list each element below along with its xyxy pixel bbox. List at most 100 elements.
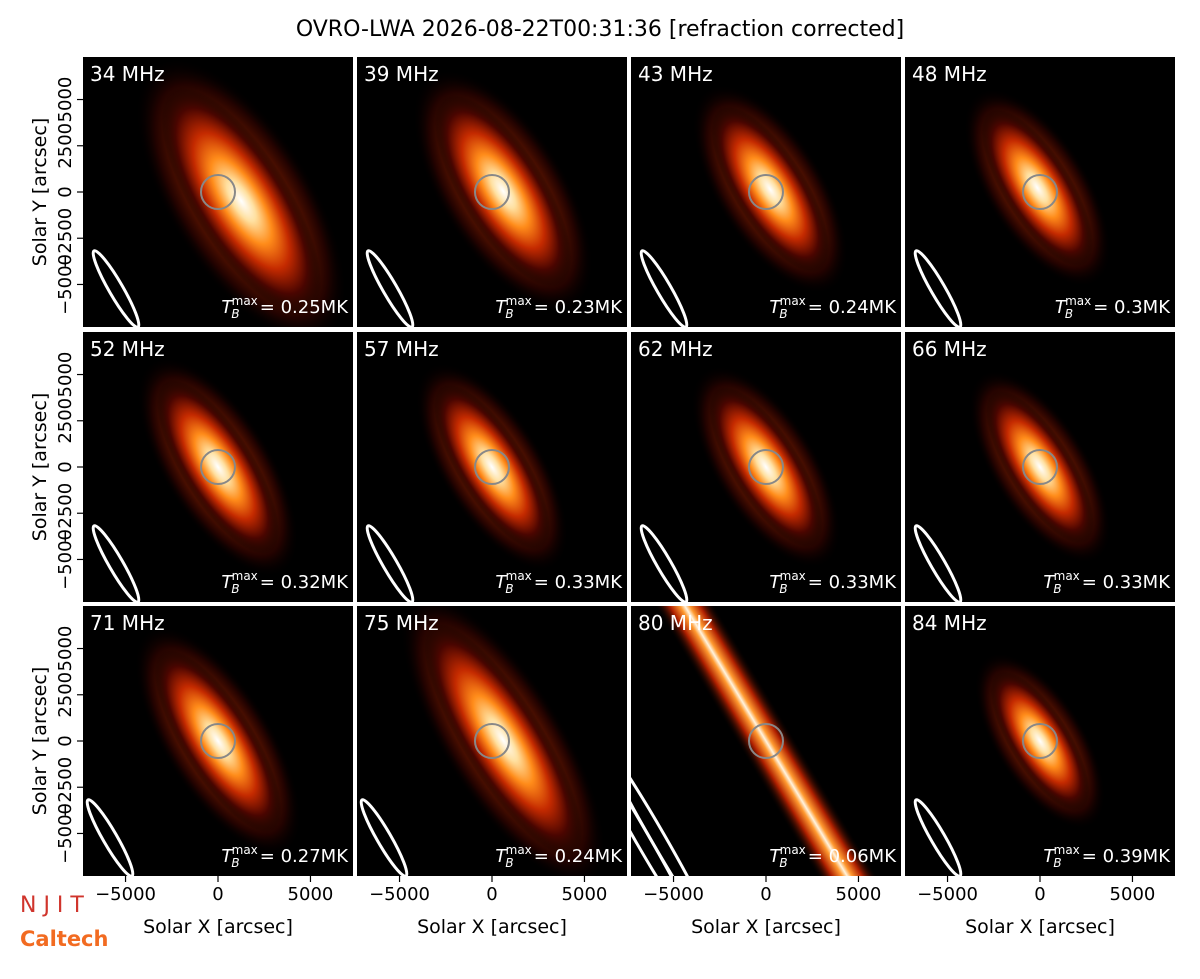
tb-symbol: T [221, 297, 234, 318]
tb-value: = 0.33MK [1082, 572, 1171, 593]
tb-value: = 0.06MK [808, 846, 897, 867]
y-tick-label: 5000 [55, 352, 76, 398]
tb-sup: max [780, 294, 806, 308]
y-tick-label: 0 [55, 461, 76, 472]
x-tick-label: 0 [486, 884, 497, 905]
beam [91, 524, 141, 602]
panel-title: 66 MHz [912, 337, 987, 361]
solar-disk [474, 723, 510, 759]
panel [83, 606, 353, 876]
x-axis-label: Solar X [arcsec] [965, 916, 1115, 938]
tb-max-label: TBmax = 0.33MK [769, 569, 897, 596]
solar-disk [474, 174, 510, 210]
logo-njit: N J I T [20, 893, 84, 918]
tb-sup: max [232, 294, 258, 308]
tb-symbol: T [769, 572, 782, 593]
beam [639, 249, 689, 327]
tb-sup: max [1065, 294, 1091, 308]
tb-max-label: TBmax = 0.3MK [1055, 294, 1171, 321]
tb-symbol: T [221, 572, 234, 593]
tb-value: = 0.39MK [1082, 846, 1171, 867]
x-axis-label: Solar X [arcsec] [417, 916, 567, 938]
tb-max-label: TBmax = 0.23MK [495, 294, 623, 321]
emission-stripe [631, 606, 901, 876]
panel-title: 39 MHz [364, 62, 439, 86]
tb-max-label: TBmax = 0.33MK [1043, 569, 1171, 596]
tb-sub: B [779, 856, 787, 870]
panel [83, 332, 353, 602]
panel-title: 34 MHz [90, 62, 165, 86]
panel [357, 332, 627, 602]
solar-disk [200, 723, 236, 759]
tb-symbol: T [1043, 846, 1056, 867]
beam [85, 798, 135, 876]
y-tick-label: 2500 [55, 398, 76, 444]
x-tick-label: 0 [760, 884, 771, 905]
emission [990, 671, 1090, 811]
tb-symbol: T [495, 846, 508, 867]
logo-caltech: Caltech [20, 927, 108, 951]
x-tick-label: 0 [212, 884, 223, 905]
tb-value: = 0.32MK [260, 572, 349, 593]
figure-title: OVRO-LWA 2026-08-22T00:31:36 [refraction… [296, 17, 904, 42]
x-axis-label: Solar X [arcsec] [691, 916, 841, 938]
x-tick-label: 5000 [562, 884, 608, 905]
emission [434, 95, 572, 287]
tb-value: = 0.27MK [260, 846, 349, 867]
panel-title: 75 MHz [364, 611, 439, 635]
panel-title: 62 MHz [638, 337, 713, 361]
solar-disk [1022, 174, 1058, 210]
tb-max-label: TBmax = 0.32MK [221, 569, 349, 596]
solar-disk [474, 449, 510, 485]
panel [905, 606, 1175, 876]
emission [433, 384, 551, 550]
tb-symbol: T [769, 846, 782, 867]
tb-sup: max [780, 843, 806, 857]
tb-sub: B [231, 582, 239, 596]
tb-sup: max [506, 294, 532, 308]
y-axis-label: Solar Y [arcsec] [29, 393, 51, 541]
y-axis-label: Solar Y [arcsec] [29, 118, 51, 266]
tb-symbol: T [495, 572, 508, 593]
panel-title: 71 MHz [90, 611, 165, 635]
tb-value: = 0.3MK [1093, 297, 1171, 318]
tb-sub: B [505, 582, 513, 596]
beam [913, 249, 963, 327]
solar-disk [200, 174, 236, 210]
tb-sub: B [779, 307, 787, 321]
y-tick-label: 2500 [55, 672, 76, 718]
tb-value: = 0.24MK [534, 846, 623, 867]
panel-title: 48 MHz [912, 62, 987, 86]
tb-symbol: T [769, 297, 782, 318]
panel [357, 57, 627, 327]
beam [365, 249, 415, 327]
tb-max-label: TBmax = 0.33MK [495, 569, 623, 596]
y-tick-label: 5000 [55, 626, 76, 672]
panel-title: 57 MHz [364, 337, 439, 361]
x-tick-label: −5000 [95, 884, 156, 905]
panel-title: 43 MHz [638, 62, 713, 86]
x-tick-label: 5000 [1110, 884, 1156, 905]
x-tick-label: 5000 [836, 884, 882, 905]
tb-sup: max [506, 843, 532, 857]
emission [711, 106, 830, 273]
x-tick-label: 0 [1034, 884, 1045, 905]
tb-sub: B [505, 856, 513, 870]
beam [913, 524, 963, 602]
tb-sup: max [506, 569, 532, 583]
tb-max-label: TBmax = 0.24MK [495, 843, 623, 870]
beam [639, 524, 689, 602]
tb-sup: max [232, 843, 258, 857]
x-axis-label: Solar X [arcsec] [143, 916, 293, 938]
beam [365, 524, 415, 602]
tb-sub: B [1053, 582, 1061, 596]
emission [161, 87, 322, 315]
beam [359, 798, 409, 876]
tb-sup: max [780, 569, 806, 583]
y-tick-label: −2500 [55, 483, 76, 544]
panel [357, 606, 627, 876]
emission [986, 390, 1094, 544]
emission [423, 623, 583, 857]
panel [631, 57, 901, 327]
y-tick-label: 0 [55, 186, 76, 197]
